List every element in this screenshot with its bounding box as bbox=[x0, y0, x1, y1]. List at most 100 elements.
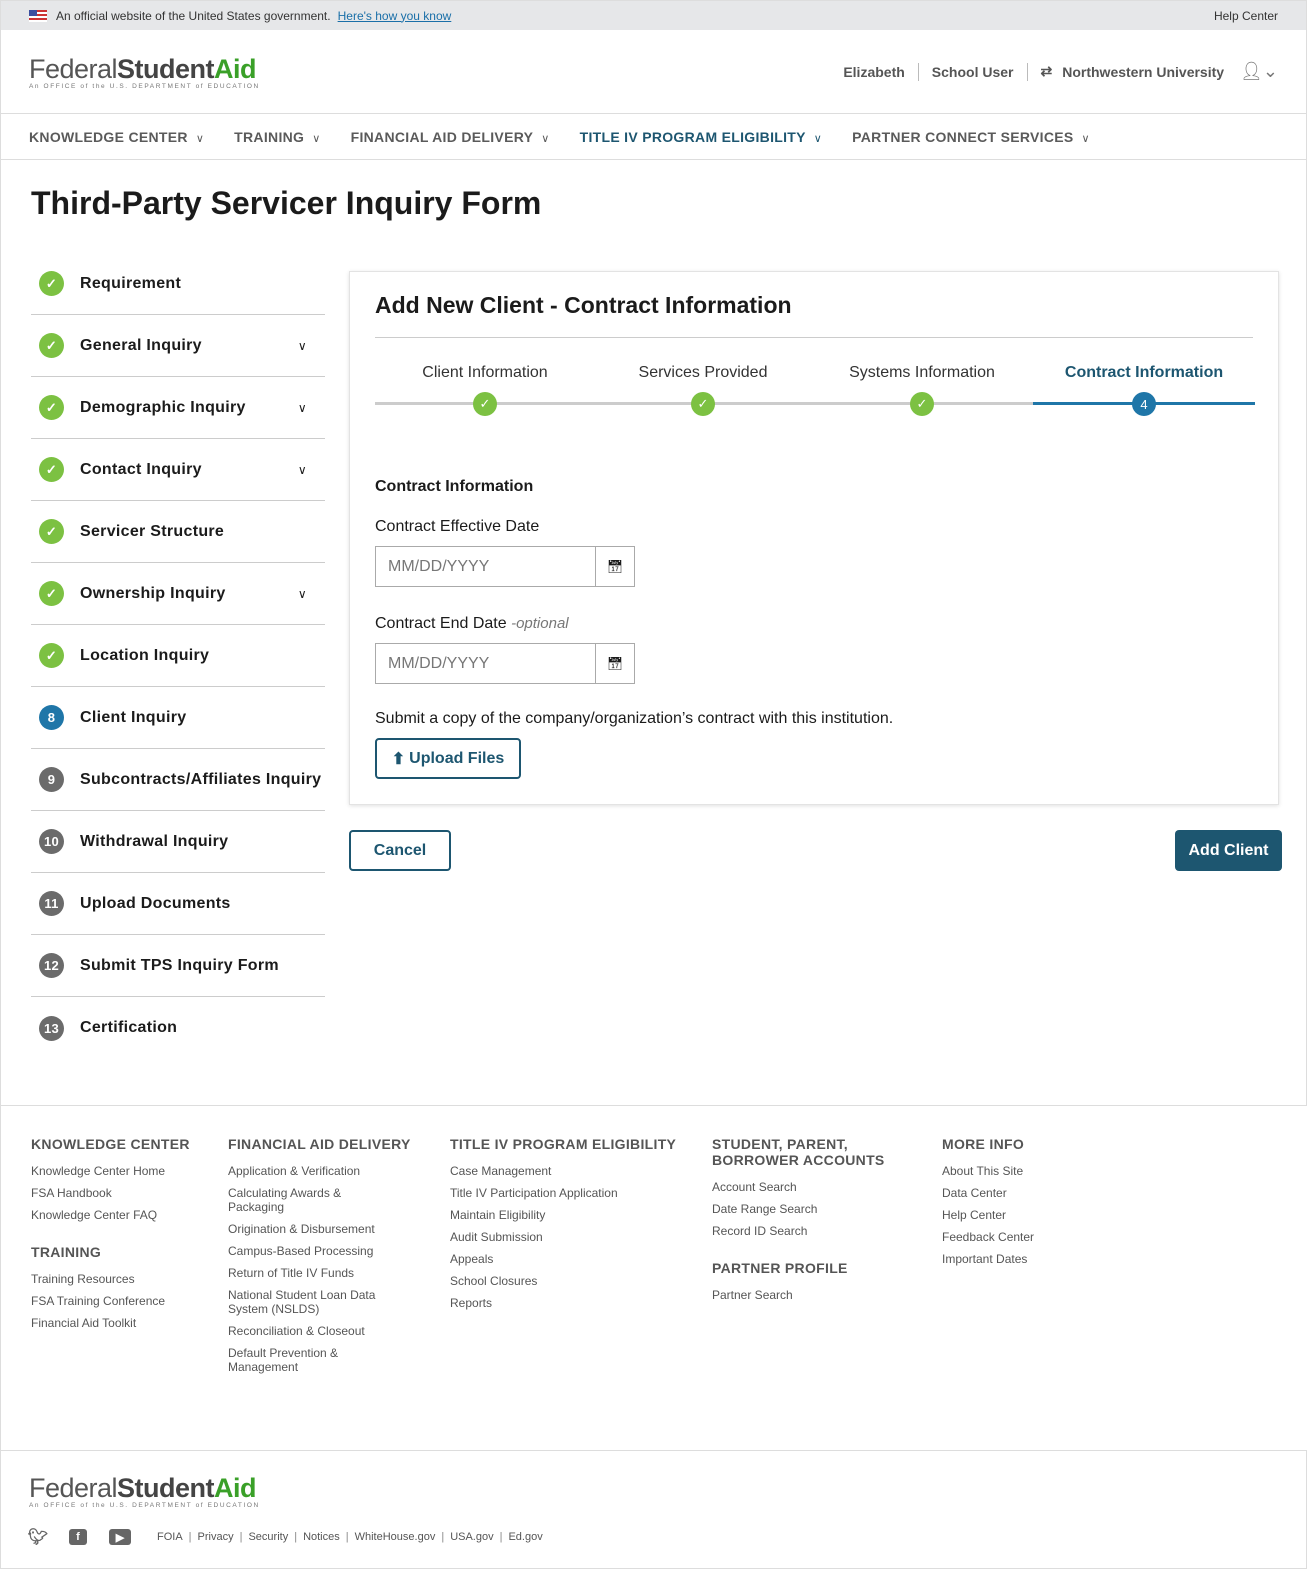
footer-link[interactable]: Origination & Disbursement bbox=[228, 1222, 375, 1236]
switch-icon[interactable]: ⇄ bbox=[1040, 63, 1053, 79]
footer-bottom-link[interactable]: Ed.gov bbox=[508, 1531, 543, 1543]
footer-link[interactable]: Reconciliation & Closeout bbox=[228, 1324, 365, 1338]
fsa-logo[interactable]: FederalStudentAid An OFFICE of the U.S. … bbox=[29, 53, 260, 90]
nav-title-iv[interactable]: TITLE IV PROGRAM ELIGIBILITY ∨ bbox=[579, 128, 823, 145]
footer-link[interactable]: School Closures bbox=[450, 1274, 538, 1288]
end-date-input[interactable]: MM/DD/YYYY bbox=[388, 654, 490, 672]
nav-financial-aid-delivery[interactable]: FINANCIAL AID DELIVERY ∨ bbox=[350, 128, 550, 145]
user-name[interactable]: Elizabeth bbox=[843, 63, 905, 80]
nav-knowledge-center[interactable]: KNOWLEDGE CENTER ∨ bbox=[29, 128, 205, 145]
footer-link[interactable]: Training Resources bbox=[31, 1272, 135, 1286]
end-date-field[interactable]: MM/DD/YYYY 📅︎ bbox=[375, 643, 635, 684]
chevron-down-icon[interactable]: ∨ bbox=[297, 338, 307, 353]
footer-bottom-link[interactable]: Notices bbox=[303, 1531, 340, 1543]
help-center-link[interactable]: Help Center bbox=[1213, 8, 1278, 23]
main-nav: KNOWLEDGE CENTER ∨ TRAINING ∨ FINANCIAL AI… bbox=[1, 114, 1306, 160]
footer-link[interactable]: Case Management bbox=[450, 1164, 552, 1178]
footer-link[interactable]: Date Range Search bbox=[712, 1202, 818, 1216]
footer-link[interactable]: Data Center bbox=[942, 1186, 1007, 1200]
chevron-down-icon[interactable]: ∨ bbox=[297, 586, 307, 601]
footer-link[interactable]: Knowledge Center FAQ bbox=[31, 1208, 158, 1222]
footer-link[interactable]: Calculating Awards & Packaging bbox=[228, 1186, 342, 1214]
footer-link[interactable]: Application & Verification bbox=[228, 1164, 361, 1178]
sidebar-step[interactable]: ✓ Location Inquiry bbox=[31, 625, 325, 687]
sidebar-step-label: Upload Documents bbox=[80, 894, 231, 912]
sidebar-step[interactable]: ✓ Contact Inquiry ∨ bbox=[31, 439, 325, 501]
sidebar-step[interactable]: 11 Upload Documents bbox=[31, 873, 325, 935]
sidebar-step-label: Location Inquiry bbox=[80, 646, 210, 664]
us-flag-icon bbox=[29, 9, 47, 22]
facebook-icon[interactable]: f bbox=[69, 1529, 87, 1545]
footer-link[interactable]: Important Dates bbox=[942, 1252, 1028, 1266]
sidebar-step[interactable]: 13 Certification bbox=[31, 997, 325, 1059]
footer-link[interactable]: Reports bbox=[450, 1296, 493, 1310]
sidebar-step[interactable]: 9 Subcontracts/Affiliates Inquiry bbox=[31, 749, 325, 811]
footer-link[interactable]: Financial Aid Toolkit bbox=[31, 1316, 137, 1330]
sidebar-step[interactable]: ✓ Ownership Inquiry ∨ bbox=[31, 563, 325, 625]
footer-link[interactable]: Default Prevention & Management bbox=[228, 1346, 339, 1374]
footer-heading: TRAINING bbox=[31, 1244, 102, 1260]
check-icon: ✓ bbox=[39, 271, 64, 296]
footer-link[interactable]: Maintain Eligibility bbox=[450, 1208, 546, 1222]
effective-date-input[interactable]: MM/DD/YYYY bbox=[388, 557, 490, 575]
nav-training[interactable]: TRAINING ∨ bbox=[234, 128, 321, 145]
twitter-icon[interactable]: 🐦︎ bbox=[27, 1529, 49, 1546]
footer-link[interactable]: About This Site bbox=[942, 1164, 1024, 1178]
footer-link[interactable]: Knowledge Center Home bbox=[31, 1164, 166, 1178]
chevron-down-icon: ∨ bbox=[813, 132, 823, 145]
check-icon: ✓ bbox=[691, 392, 715, 416]
check-icon: ✓ bbox=[39, 333, 64, 358]
add-client-button[interactable]: Add Client bbox=[1175, 830, 1282, 871]
cancel-button[interactable]: Cancel bbox=[349, 830, 451, 871]
footer-link[interactable]: Account Search bbox=[712, 1180, 797, 1194]
footer-fsa-logo[interactable]: FederalStudentAid An OFFICE of the U.S. … bbox=[29, 1473, 260, 1509]
nav-partner-connect[interactable]: PARTNER CONNECT SERVICES ∨ bbox=[852, 128, 1090, 145]
sidebar-step-label: Withdrawal Inquiry bbox=[80, 832, 229, 850]
footer-bottom-link[interactable]: WhiteHouse.gov bbox=[354, 1531, 436, 1543]
footer-link[interactable]: Audit Submission bbox=[450, 1230, 543, 1244]
chevron-down-icon[interactable]: ∨ bbox=[297, 400, 307, 415]
sidebar-step[interactable]: 12 Submit TPS Inquiry Form bbox=[31, 935, 325, 997]
calendar-icon[interactable]: 📅︎ bbox=[595, 644, 634, 683]
sidebar-step[interactable]: ✓ Demographic Inquiry ∨ bbox=[31, 377, 325, 439]
footer-link[interactable]: Appeals bbox=[450, 1252, 494, 1266]
sidebar-step[interactable]: 10 Withdrawal Inquiry bbox=[31, 811, 325, 873]
footer-link[interactable]: FSA Handbook bbox=[31, 1186, 112, 1200]
footer-link[interactable]: Help Center bbox=[942, 1208, 1007, 1222]
calendar-icon[interactable]: 📅︎ bbox=[595, 547, 634, 586]
footer-bottom-link[interactable]: FOIA bbox=[157, 1531, 183, 1543]
sidebar-step[interactable]: ✓ Servicer Structure bbox=[31, 501, 325, 563]
user-avatar-icon[interactable]: 👤︎⌄ bbox=[1240, 61, 1278, 81]
sidebar-step[interactable]: ✓ General Inquiry ∨ bbox=[31, 315, 325, 377]
footer-link[interactable]: Return of Title IV Funds bbox=[228, 1266, 355, 1280]
step-number-badge: 9 bbox=[39, 767, 64, 792]
footer-link[interactable]: Partner Search bbox=[712, 1288, 793, 1302]
footer-bottom-link[interactable]: Security bbox=[248, 1531, 289, 1543]
footer-link[interactable]: Feedback Center bbox=[942, 1230, 1035, 1244]
sidebar-step[interactable]: 8 Client Inquiry bbox=[31, 687, 325, 749]
effective-date-field[interactable]: MM/DD/YYYY 📅︎ bbox=[375, 546, 635, 587]
institution-name[interactable]: Northwestern University bbox=[1062, 63, 1225, 80]
footer-col-more: MORE INFO About This Site Data Center Help … bbox=[942, 1136, 1112, 1274]
youtube-icon[interactable]: ▶ bbox=[109, 1529, 131, 1545]
sidebar-step-label: Client Inquiry bbox=[80, 708, 187, 726]
footer-link[interactable]: Title IV Participation Application bbox=[450, 1186, 618, 1200]
user-menu: Elizabeth School User ⇄ Northwestern Uni… bbox=[843, 61, 1278, 82]
sidebar-step[interactable]: ✓ Requirement bbox=[31, 253, 325, 315]
gov-banner: An official website of the United States… bbox=[1, 1, 1306, 30]
footer-link[interactable]: FSA Training Conference bbox=[31, 1294, 166, 1308]
sidebar-step-label: Ownership Inquiry bbox=[80, 584, 226, 602]
footer-heading: KNOWLEDGE CENTER bbox=[31, 1136, 190, 1152]
footer-bottom-link[interactable]: Privacy bbox=[197, 1531, 234, 1543]
footer-link[interactable]: National Student Loan Data System (NSLDS… bbox=[228, 1288, 376, 1316]
upload-files-button[interactable]: ⬆ Upload Files bbox=[375, 738, 521, 779]
end-date-label: Contract End Date -optional bbox=[375, 615, 569, 632]
card-title: Add New Client - Contract Information bbox=[375, 292, 1253, 338]
footer-link[interactable]: Record ID Search bbox=[712, 1224, 808, 1238]
check-icon: ✓ bbox=[39, 395, 64, 420]
progress-step-systems: Systems Information bbox=[849, 364, 995, 381]
footer-bottom-link[interactable]: USA.gov bbox=[450, 1531, 494, 1543]
chevron-down-icon[interactable]: ∨ bbox=[297, 462, 307, 477]
how-you-know-link[interactable]: Here's how you know bbox=[337, 8, 452, 23]
footer-link[interactable]: Campus-Based Processing bbox=[228, 1244, 374, 1258]
